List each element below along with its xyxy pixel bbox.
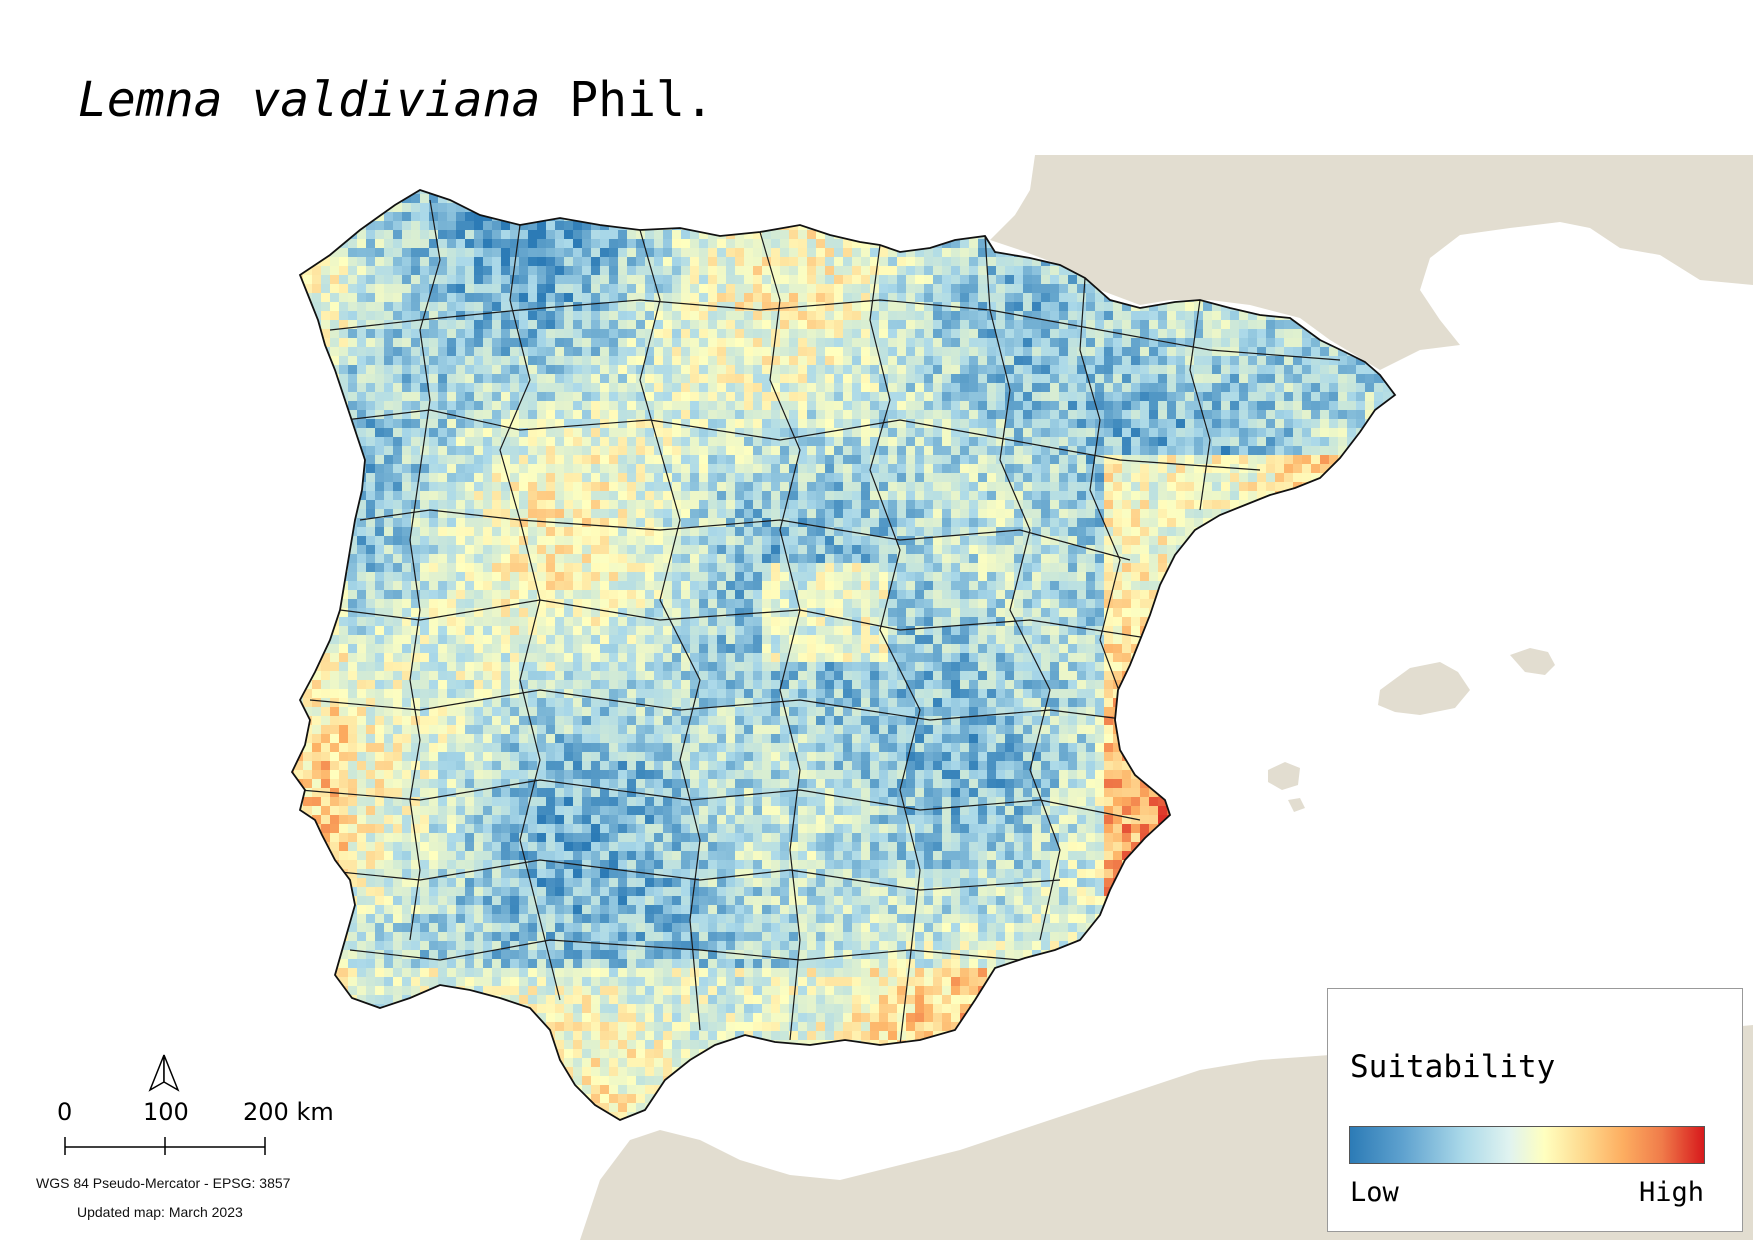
legend-low-label: Low (1350, 1177, 1399, 1208)
suitability-raster (292, 190, 1395, 1120)
formentera-island (1288, 798, 1305, 812)
mallorca-island (1378, 662, 1470, 715)
north-arrow-icon (148, 1054, 180, 1092)
scale-label-200: 200 km (243, 1098, 334, 1126)
province-borders (299, 199, 1341, 1046)
scale-bar (64, 1137, 266, 1155)
ibiza-island (1268, 762, 1300, 790)
legend-color-ramp (1349, 1126, 1705, 1164)
menorca-island (1510, 648, 1555, 675)
france-landmass (990, 155, 1753, 370)
updated-text: Updated map: March 2023 (77, 1204, 243, 1220)
species-name: Lemna valdiviana (78, 72, 541, 128)
scale-label-100: 100 (143, 1098, 189, 1126)
map-title: Lemna valdiviana Phil. (78, 72, 714, 128)
legend: Suitability Low High (1327, 988, 1743, 1232)
legend-title: Suitability (1350, 1049, 1556, 1085)
scale-label-0: 0 (57, 1098, 73, 1126)
crs-text: WGS 84 Pseudo-Mercator - EPSG: 3857 (36, 1175, 291, 1191)
species-author: Phil. (569, 72, 714, 128)
legend-high-label: High (1638, 1177, 1704, 1208)
